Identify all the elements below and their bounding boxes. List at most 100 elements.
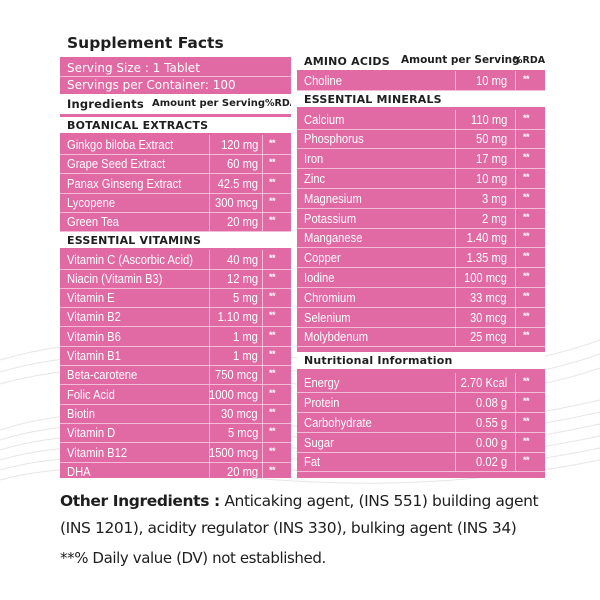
column-header-bar: Ingredients Amount per Serving %RDA bbox=[60, 94, 291, 114]
rda-value: ** bbox=[269, 445, 276, 456]
column-divider bbox=[515, 287, 516, 307]
rda-value: ** bbox=[269, 368, 276, 379]
rda-value: ** bbox=[269, 176, 276, 187]
nutrient-name: DHA bbox=[67, 463, 91, 478]
column-divider bbox=[455, 432, 456, 452]
minerals-heading: ESSENTIAL MINERALS bbox=[304, 92, 442, 106]
rda-value: ** bbox=[523, 251, 530, 262]
column-divider bbox=[455, 168, 456, 188]
rda-value: ** bbox=[523, 152, 530, 163]
rda-value: ** bbox=[269, 406, 276, 417]
row-divider bbox=[60, 384, 291, 386]
table-row: Folic Acid 1000 mcg ** bbox=[60, 384, 291, 404]
table-row: Vitamin E 5 mg ** bbox=[60, 288, 291, 308]
title-bar: Supplement Facts bbox=[60, 30, 291, 57]
nutrient-amount: 1.35 mg bbox=[466, 250, 507, 266]
rda-value: ** bbox=[269, 271, 276, 282]
column-divider bbox=[262, 403, 263, 423]
column-divider bbox=[209, 326, 210, 346]
row-divider bbox=[297, 346, 545, 348]
nutrient-amount: 17 mg bbox=[475, 151, 507, 167]
rda-value: ** bbox=[523, 74, 530, 84]
other-ingredients: Other Ingredients : Anticaking agent, (I… bbox=[60, 488, 560, 542]
nutrition-heading-bar: Nutritional Information bbox=[297, 352, 545, 370]
rda-value: ** bbox=[269, 291, 276, 302]
table-row: Vitamin B6 1 mg ** bbox=[60, 326, 291, 346]
row-divider bbox=[297, 392, 545, 394]
table-row: Phosphorus 50 mg ** bbox=[297, 129, 545, 149]
column-divider bbox=[455, 452, 456, 472]
column-divider bbox=[262, 461, 263, 478]
table-row: DHA 20 mg ** bbox=[60, 461, 291, 478]
column-divider bbox=[515, 327, 516, 347]
column-divider bbox=[262, 346, 263, 365]
amino-rda-header: %RDA bbox=[513, 55, 545, 66]
table-row: Vitamin B2 1.10 mg ** bbox=[60, 307, 291, 327]
row-divider bbox=[297, 306, 545, 308]
rda-value: ** bbox=[523, 455, 530, 466]
amino-amount-header: Amount per Serving bbox=[401, 54, 520, 66]
row-divider bbox=[297, 168, 545, 170]
column-divider bbox=[209, 249, 210, 269]
nutrient-name: Carbohydrate bbox=[304, 414, 372, 430]
column-divider bbox=[515, 452, 516, 472]
column-divider bbox=[455, 287, 456, 307]
column-divider bbox=[455, 392, 456, 412]
table-row: Chromium 33 mcg ** bbox=[297, 287, 545, 307]
nutrient-amount: 1500 mcg bbox=[208, 444, 258, 460]
nutrient-name: Molybdenum bbox=[304, 329, 369, 345]
row-divider bbox=[60, 287, 291, 289]
column-divider bbox=[262, 442, 263, 462]
rda-value: ** bbox=[269, 252, 276, 263]
table-row: Ginkgo biloba Extract 120 mg ** bbox=[60, 135, 291, 154]
column-divider bbox=[515, 109, 516, 129]
column-divider bbox=[262, 212, 263, 232]
row-divider bbox=[297, 286, 545, 288]
nutrient-name: Niacin (Vitamin B3) bbox=[67, 270, 163, 286]
row-divider bbox=[60, 192, 291, 194]
nutrient-amount: 1.10 mg bbox=[217, 309, 258, 325]
table-row: Choline 10 mg ** bbox=[297, 71, 545, 90]
nutrient-amount: 120 mg bbox=[220, 137, 258, 152]
nutrient-name: Panax Ginseng Extract bbox=[67, 175, 182, 191]
nutrient-amount: 3 mg bbox=[482, 190, 507, 206]
row-divider bbox=[60, 326, 291, 328]
column-divider bbox=[455, 109, 456, 129]
nutrient-amount: 2 mg bbox=[482, 210, 507, 226]
rda-value: ** bbox=[523, 290, 530, 301]
rda-value: ** bbox=[269, 329, 276, 340]
nutrient-name: Vitamin B6 bbox=[67, 328, 121, 344]
row-divider bbox=[297, 187, 545, 189]
row-divider bbox=[60, 345, 291, 347]
row-divider bbox=[297, 431, 545, 433]
nutrient-amount: 20 mg bbox=[226, 214, 258, 230]
column-divider bbox=[515, 248, 516, 268]
nutrient-name: Potassium bbox=[304, 210, 357, 226]
serving-size: Serving Size : 1 Tablet bbox=[67, 61, 200, 75]
nutrient-amount: 30 mcg bbox=[221, 405, 258, 421]
row-divider bbox=[297, 227, 545, 229]
nutrient-amount: 10 mg bbox=[475, 170, 507, 186]
row-divider bbox=[60, 307, 291, 309]
table-row: Magnesium 3 mg ** bbox=[297, 188, 545, 208]
table-row: Manganese 1.40 mg ** bbox=[297, 228, 545, 248]
column-divider bbox=[262, 249, 263, 269]
nutrient-name: Protein bbox=[304, 394, 340, 410]
table-row: Vitamin B12 1500 mcg ** bbox=[60, 442, 291, 462]
other-ingredients-text: Anticaking agent, (INS 551) building age… bbox=[60, 492, 539, 537]
column-divider bbox=[262, 423, 263, 443]
column-divider bbox=[455, 267, 456, 287]
row-divider bbox=[60, 268, 291, 270]
column-divider bbox=[455, 412, 456, 432]
rda-value: ** bbox=[523, 231, 530, 242]
rda-value: ** bbox=[269, 387, 276, 398]
nutrient-name: Beta-carotene bbox=[67, 367, 138, 383]
nutrient-name: Manganese bbox=[304, 230, 363, 246]
row-divider bbox=[60, 442, 291, 444]
column-divider bbox=[515, 228, 516, 248]
column-divider bbox=[262, 326, 263, 346]
nutrition-heading: Nutritional Information bbox=[304, 354, 453, 368]
table-row: Vitamin C (Ascorbic Acid) 40 mg ** bbox=[60, 249, 291, 269]
column-divider bbox=[515, 432, 516, 452]
other-ingredients-label: Other Ingredients : bbox=[60, 492, 220, 510]
